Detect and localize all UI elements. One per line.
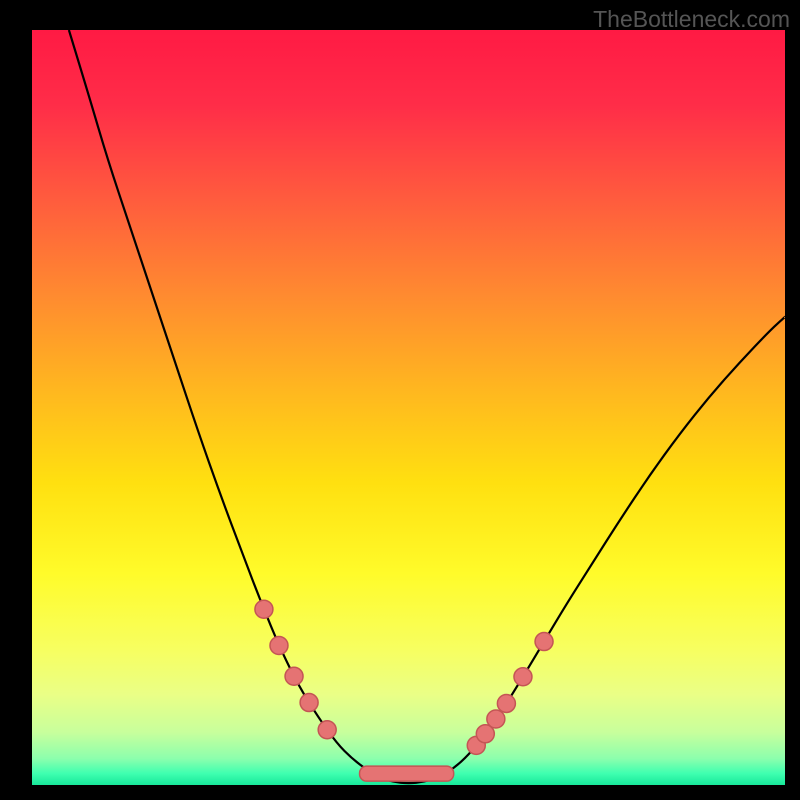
curve-marker bbox=[285, 667, 303, 685]
curve-marker bbox=[318, 721, 336, 739]
curve-marker bbox=[270, 636, 288, 654]
curve-marker bbox=[300, 694, 318, 712]
plot-area bbox=[32, 30, 785, 785]
curve-layer bbox=[32, 30, 785, 785]
curve-marker bbox=[535, 633, 553, 651]
bottleneck-curve bbox=[69, 30, 785, 783]
curve-marker bbox=[514, 668, 532, 686]
curve-marker bbox=[255, 600, 273, 618]
watermark-text: TheBottleneck.com bbox=[593, 6, 790, 33]
curve-marker bbox=[487, 710, 505, 728]
curve-marker bbox=[497, 694, 515, 712]
bottom-optimal-band bbox=[360, 766, 454, 781]
